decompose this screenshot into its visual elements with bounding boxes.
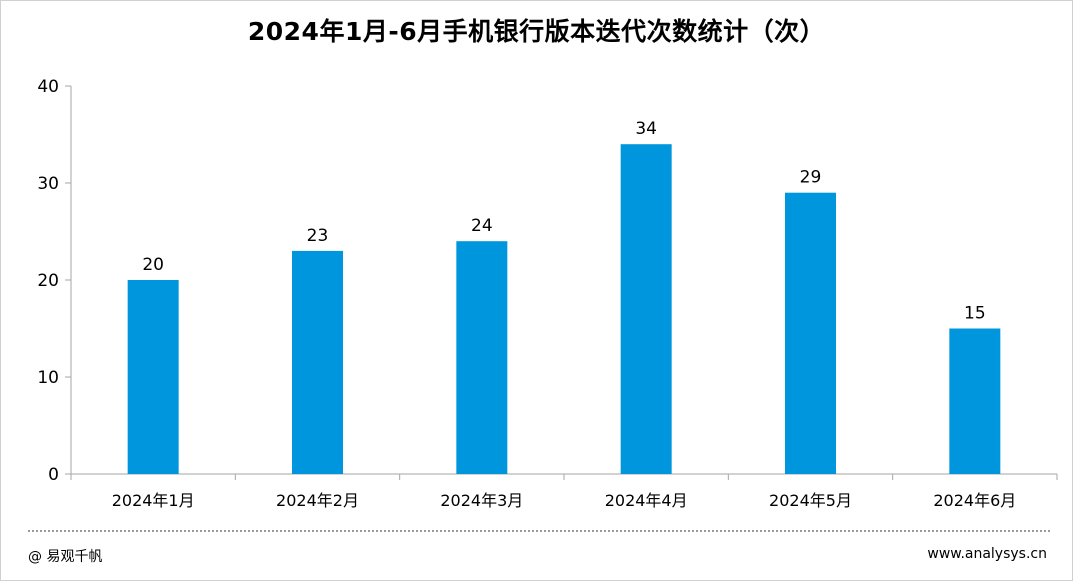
y-tick-label: 10 bbox=[37, 368, 59, 388]
bar bbox=[292, 250, 343, 474]
bar bbox=[456, 241, 508, 474]
source-label: @ 易观千帆 bbox=[28, 549, 103, 565]
x-tick-label: 2024年6月 bbox=[933, 491, 1016, 510]
y-tick-label: 0 bbox=[48, 465, 59, 485]
x-tick-label: 2024年3月 bbox=[440, 491, 523, 510]
chart-labels: 20 2024年1月 23 2024年2月 24 2024年3月 34 2024年4月 29 20… bbox=[112, 119, 1017, 510]
data-label: 15 bbox=[964, 304, 986, 324]
bar bbox=[785, 192, 836, 474]
footer-divider bbox=[28, 530, 1050, 532]
y-tick-label: 30 bbox=[37, 174, 59, 194]
data-label: 20 bbox=[142, 255, 164, 275]
website-label: www.analysys.cn bbox=[927, 546, 1047, 562]
data-label: 29 bbox=[800, 168, 822, 188]
chart-title: 2024年1月-6月手机银行版本迭代次数统计（次） bbox=[247, 17, 826, 46]
x-tick-label: 2024年5月 bbox=[769, 491, 852, 510]
bar bbox=[949, 328, 1001, 474]
data-label: 34 bbox=[635, 119, 657, 139]
y-tick-label: 20 bbox=[37, 271, 59, 291]
chart-bars bbox=[127, 144, 1001, 474]
bar bbox=[620, 144, 672, 474]
data-label: 24 bbox=[471, 216, 493, 236]
x-tick-label: 2024年2月 bbox=[276, 491, 359, 510]
y-tick-label: 40 bbox=[37, 77, 59, 97]
x-tick-label: 2024年4月 bbox=[605, 491, 688, 510]
x-tick-label: 2024年1月 bbox=[112, 491, 195, 510]
bar bbox=[127, 280, 179, 474]
data-label: 23 bbox=[307, 226, 329, 246]
chart-axes: 0 10 20 30 40 bbox=[37, 77, 1058, 485]
